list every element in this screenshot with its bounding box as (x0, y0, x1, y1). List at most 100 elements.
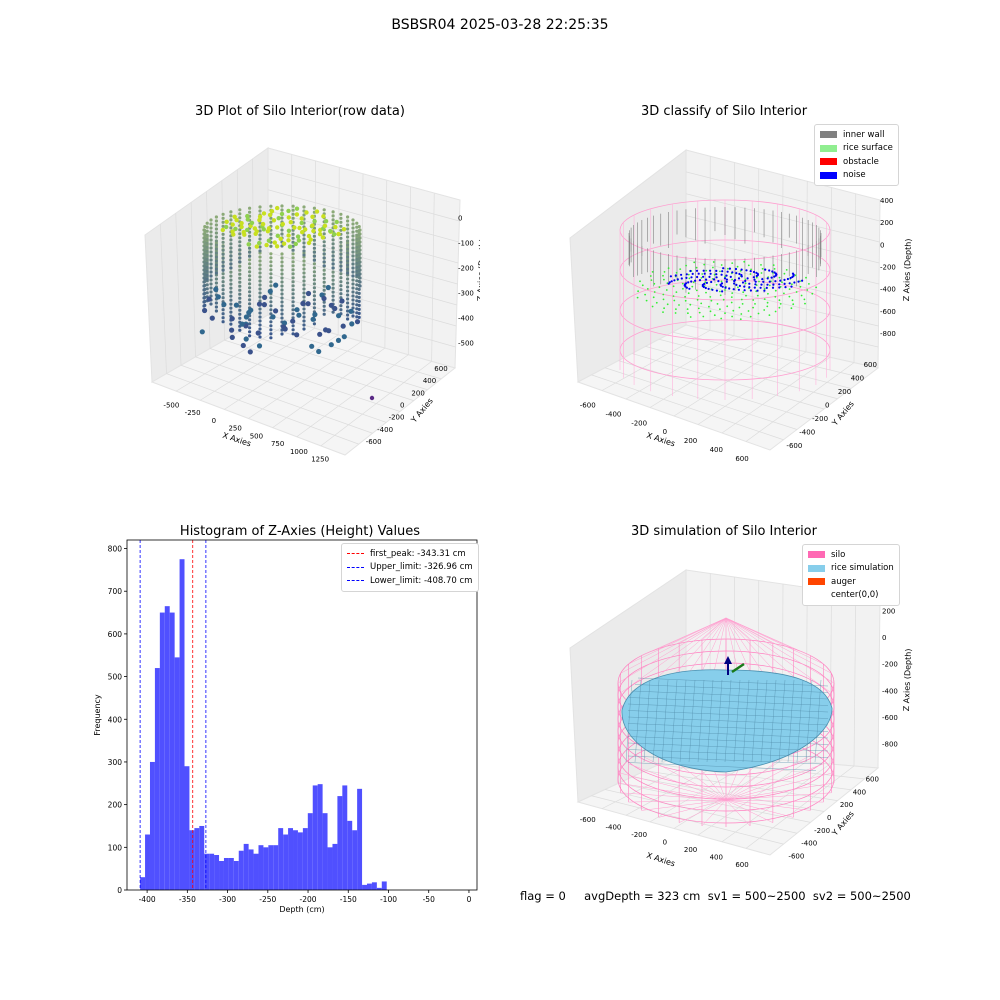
scatter-point (339, 236, 343, 240)
legend-item-rice-surface: rice surface (820, 142, 893, 156)
scatter-point (312, 282, 316, 286)
scatter-point (299, 216, 304, 221)
noise-point (728, 287, 731, 290)
scatter-point (300, 300, 306, 307)
scatter-point (214, 251, 218, 255)
scatter-point (291, 316, 295, 320)
x-axis-label: X Axies (645, 851, 676, 869)
histogram-bar (302, 828, 308, 890)
legend-label: center(0,0) (831, 590, 879, 601)
silo-floor-line (725, 799, 794, 818)
y-tick-label: -200 (389, 414, 405, 422)
y-tick-label: 0 (117, 886, 122, 895)
scatter-point (221, 236, 225, 240)
rice-surface-point (650, 279, 653, 281)
scatter-point (286, 238, 291, 243)
grid-line (745, 765, 855, 849)
scatter-point (291, 256, 295, 260)
rice-mesh-line (628, 697, 829, 706)
scatter-point (229, 262, 233, 266)
histogram-bar (342, 785, 348, 890)
scatter-point (291, 300, 295, 304)
y-tick-label: 800 (108, 545, 123, 554)
scatter-point (238, 256, 242, 260)
noise-point (715, 269, 718, 272)
histogram-title: Histogram of Z-Axies (Height) Values (179, 524, 421, 539)
noise-point (756, 289, 759, 292)
y-tick-label: 400 (853, 788, 866, 796)
rice-surface-point (752, 299, 755, 301)
scatter-point (339, 288, 343, 292)
noise-point (752, 270, 756, 274)
noise-point (725, 278, 728, 281)
noise-point (710, 280, 713, 284)
noise-point (744, 279, 747, 283)
scatter-point (346, 251, 350, 255)
grid-line (721, 356, 831, 434)
scatter-point (269, 216, 273, 220)
silo-floor-line (725, 799, 751, 827)
y-tick-label: 600 (864, 361, 877, 369)
noise-point (768, 280, 771, 283)
noise-point (729, 275, 732, 278)
scatter-point (245, 213, 250, 219)
grid-line (267, 189, 459, 243)
rice-surface-point (687, 273, 690, 276)
z-tick-label: 0 (458, 215, 462, 223)
legend-label: auger (831, 576, 856, 587)
scatter-point (229, 294, 233, 298)
legend-item-center: center(0,0) (808, 589, 894, 603)
rice-surface-point (705, 291, 707, 294)
rice-surface-point (731, 315, 733, 318)
scatter-point (339, 240, 343, 244)
scatter-point (351, 294, 355, 298)
noise-point (709, 272, 712, 275)
scatter-point (267, 288, 273, 294)
y-tick-label: -600 (786, 442, 802, 450)
scatter-point (221, 212, 225, 216)
scatter-point (280, 232, 284, 236)
y-tick-label: 200 (840, 801, 853, 809)
rice-surface-point (691, 285, 694, 288)
scatter-point (346, 215, 350, 219)
scatter-point (221, 320, 225, 324)
y-tick-label: 600 (108, 630, 123, 639)
scatter-point (291, 204, 295, 208)
rice-surface-point (803, 298, 806, 301)
rice-surface-point (719, 290, 721, 293)
rice-mesh-line (805, 679, 813, 763)
scatter-point (214, 277, 218, 281)
rice-surface-point (697, 295, 700, 297)
scatter-point (309, 343, 315, 349)
noise-point (733, 279, 736, 283)
scatter-point (310, 223, 315, 228)
scatter-point (269, 300, 273, 304)
legend-swatch (820, 131, 837, 139)
x-tick-label: -200 (300, 895, 317, 904)
x-axis-label: Depth (cm) (279, 905, 324, 914)
scatter-point (243, 314, 249, 320)
y-tick-label: 0 (827, 814, 831, 822)
scatter-point (261, 211, 267, 216)
scatter-point (291, 212, 295, 216)
scatter-point (203, 233, 207, 237)
scatter-point (229, 290, 233, 294)
scatter-point (209, 258, 213, 262)
scatter-point (203, 269, 207, 273)
scatter-point (265, 229, 271, 234)
z-tick-label: 200 (880, 219, 893, 227)
histogram-bar (154, 668, 160, 890)
legend-item-upper-limit: Upper_limit: -326.96 cm (347, 561, 473, 575)
rice-surface-point (750, 268, 752, 271)
x-tick-label: -100 (380, 895, 397, 904)
x-tick-label: -400 (605, 824, 621, 832)
scatter-point (257, 217, 262, 223)
scatter-point (280, 308, 284, 312)
noise-point (685, 286, 688, 289)
rice-surface-point (783, 292, 785, 295)
scatter-point (229, 306, 233, 310)
grid-line (853, 594, 857, 767)
scatter-point (202, 304, 206, 308)
scatter-point (321, 295, 327, 302)
histogram-plot: -400 -350 -300 -250 -200 -150 -100 -50 0 0 100 200 3… (93, 539, 478, 914)
